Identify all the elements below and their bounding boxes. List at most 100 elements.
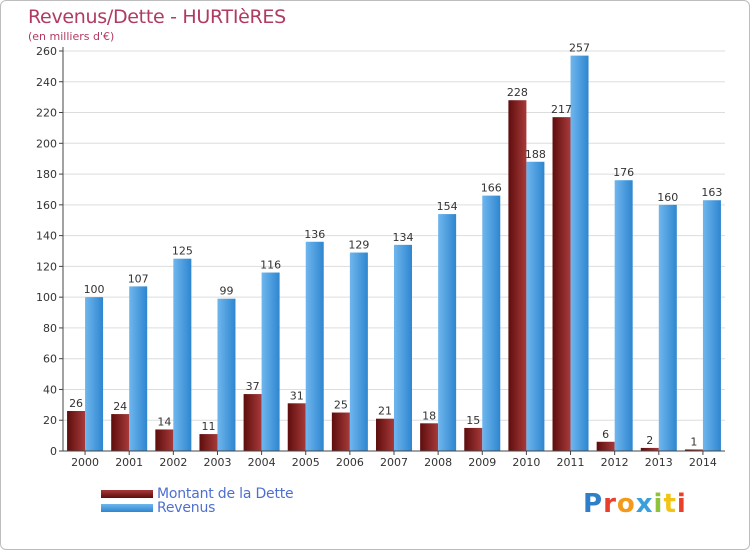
data-label-dette: 6 [602,428,609,441]
data-label-revenus: 100 [84,283,105,296]
data-label-dette: 26 [69,397,83,410]
data-label-dette: 14 [157,415,171,428]
y-tick-label: 160 [36,199,57,212]
y-tick-label: 60 [43,353,57,366]
chart-frame: Revenus/Dette - HURTIèRES (en milliers d… [0,0,750,550]
data-label-revenus: 116 [260,259,281,272]
data-label-dette: 1 [690,435,697,448]
y-tick-label: 120 [36,260,57,273]
y-tick-label: 40 [43,383,57,396]
bar-revenus [306,242,324,451]
legend-label-revenus: Revenus [157,500,215,516]
x-tick-label: 2004 [248,456,276,469]
data-label-revenus: 99 [219,285,233,298]
data-label-dette: 37 [246,380,260,393]
data-label-dette: 15 [466,414,480,427]
data-label-revenus: 107 [128,272,149,285]
data-label-dette: 217 [551,103,572,116]
logo-letter: x [636,489,654,519]
data-label-revenus: 154 [437,200,458,213]
data-label-dette: 2 [646,434,653,447]
bar-dette [199,434,217,451]
data-label-dette: 31 [290,389,304,402]
bar-revenus [438,214,456,451]
y-tick-label: 260 [36,45,57,58]
data-label-revenus: 160 [657,191,678,204]
legend-swatch-dette [101,490,153,498]
bar-chart: 0 20 40 60 80 100 120 140 160 180 200 220 240 260 2000… [1,1,750,550]
logo-letter: t [663,489,676,519]
bar-dette [376,419,394,451]
bar-revenus [262,273,280,451]
bar-dette [288,403,306,451]
bar-revenus [217,299,235,451]
bar-dette [111,414,129,451]
bar-revenus [482,196,500,451]
logo-letter: r [603,489,617,519]
bar-dette [464,428,482,451]
bar-revenus [394,245,412,451]
y-tick-label: 0 [50,445,57,458]
bar-dette [508,100,526,451]
data-label-dette: 228 [507,86,528,99]
bar-revenus [571,56,589,451]
y-tick-label: 240 [36,76,57,89]
x-tick-label: 2002 [159,456,187,469]
bar-dette [553,117,571,451]
bars [67,56,721,451]
data-label-revenus: 129 [348,239,369,252]
data-label-dette: 18 [422,409,436,422]
x-tick-label: 2000 [71,456,99,469]
data-label-revenus: 166 [481,182,502,195]
data-label-revenus: 188 [525,148,546,161]
bar-dette [155,429,173,451]
logo-letter: P [583,489,603,519]
data-label-revenus: 176 [613,166,634,179]
data-label-dette: 25 [334,399,348,412]
data-label-dette: 11 [201,420,215,433]
bar-revenus [703,200,721,451]
bar-dette [420,423,438,451]
y-tick-label: 220 [36,107,57,120]
data-label-revenus: 163 [701,186,722,199]
x-tick-label: 2013 [645,456,673,469]
bar-dette [67,411,85,451]
x-tick-label: 2005 [292,456,320,469]
x-tick-label: 2008 [424,456,452,469]
bar-dette [244,394,262,451]
logo-letter: i [677,489,687,519]
x-tick-label: 2012 [601,456,629,469]
x-tick-label: 2003 [203,456,231,469]
y-tick-label: 80 [43,322,57,335]
proxiti-logo: Proxiti [583,489,687,519]
x-tick-label: 2014 [689,456,717,469]
logo-letter: o [617,489,636,519]
bar-revenus [659,205,677,451]
data-label-dette: 24 [113,400,127,413]
bar-revenus [129,286,147,451]
x-tick-label: 2011 [557,456,585,469]
bar-dette [597,442,615,451]
data-label-revenus: 136 [304,228,325,241]
data-label-dette: 21 [378,405,392,418]
x-tick-label: 2007 [380,456,408,469]
x-tick-label: 2009 [468,456,496,469]
y-tick-label: 20 [43,414,57,427]
bar-revenus [526,162,544,451]
y-tick-label: 180 [36,168,57,181]
data-label-revenus: 257 [569,42,590,55]
logo-letter: i [654,489,664,519]
x-tick-label: 2010 [512,456,540,469]
legend-swatch-revenus [101,504,153,512]
bar-revenus [173,259,191,451]
y-tick-label: 140 [36,230,57,243]
bar-revenus [85,297,103,451]
bar-revenus [615,180,633,451]
bar-dette [332,413,350,451]
data-label-revenus: 125 [172,245,193,258]
y-tick-label: 200 [36,137,57,150]
data-label-revenus: 134 [393,231,414,244]
x-tick-label: 2001 [115,456,143,469]
bar-revenus [350,253,368,451]
x-tick-label: 2006 [336,456,364,469]
